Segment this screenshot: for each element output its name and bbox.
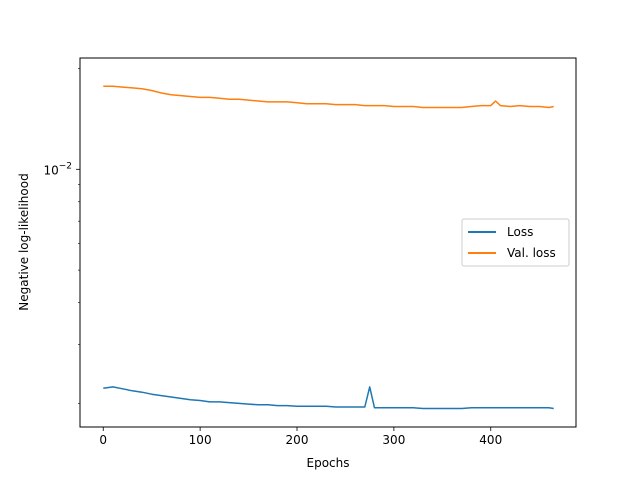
x-tick-label: 0	[99, 433, 107, 447]
series-layer	[103, 85, 554, 410]
series-line-loss	[103, 386, 554, 410]
legend-label-val-loss: Val. loss	[507, 246, 556, 260]
y-tick-label: 10−2	[43, 161, 72, 177]
y-axis-ticks: 10−2	[43, 68, 80, 404]
legend-label-loss: Loss	[507, 225, 533, 239]
series-line-val-loss	[103, 85, 554, 109]
plot-frame	[79, 57, 577, 428]
legend: Loss Val. loss	[461, 218, 570, 267]
legend-frame	[461, 218, 570, 267]
x-axis-ticks: 0 100 200 300 400	[99, 427, 502, 447]
x-tick-label: 400	[479, 433, 502, 447]
x-tick-label: 300	[382, 433, 405, 447]
x-tick-label: 200	[286, 433, 309, 447]
x-axis-label: Epochs	[307, 456, 350, 470]
x-tick-label: 100	[189, 433, 212, 447]
y-axis-label: Negative log-likelihood	[17, 173, 31, 310]
